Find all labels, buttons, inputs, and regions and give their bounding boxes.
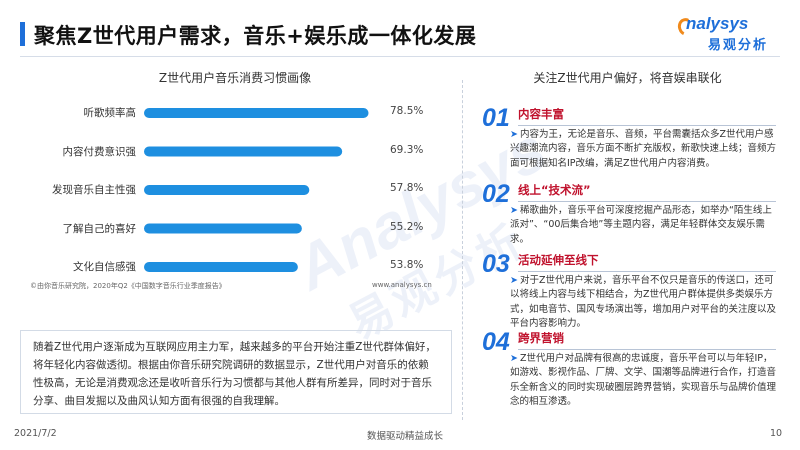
bar-2 xyxy=(144,146,343,157)
analysys-logo: nalysys 易观分析 xyxy=(675,14,788,54)
section-rule xyxy=(518,201,776,202)
section-number: 04 xyxy=(482,328,510,356)
section-number: 02 xyxy=(482,180,510,208)
logo-subtext: 易观分析 xyxy=(708,38,769,53)
section-body: ➤ 稀歌曲外，音乐平台可深度挖掘产品形态，如举办“陌生线上派对”、“00后集合地”… xyxy=(510,204,778,247)
value-label-4: 55.2% xyxy=(390,220,424,233)
value-label-1: 78.5% xyxy=(390,105,424,117)
right-column-title: 关注Z世代用户偏好，将音娱串联化 xyxy=(533,71,722,85)
section-heading: 跨界营销 xyxy=(518,331,564,345)
logo-text: nalysys xyxy=(686,14,749,33)
bar-chart-svg xyxy=(144,108,369,272)
bar-5 xyxy=(144,262,298,272)
page-title: 聚焦Z世代用户需求，音乐+娱乐成一体化发展 xyxy=(34,24,477,48)
value-label-2: 69.3% xyxy=(390,143,424,156)
summary-text: 随着Z世代用户逐渐成为互联网应用主力军，越来越多的平台开始注重Z世代群体偏好，将… xyxy=(33,341,436,407)
section-number: 03 xyxy=(482,250,510,278)
section-rule xyxy=(518,349,776,350)
chart-source: ©由你音乐研究院，2020年Q2《中国数字音乐行业季度报告》 xyxy=(30,282,226,290)
section-rule xyxy=(518,125,776,126)
section-body: ➤ 对于Z世代用户来说，音乐平台不仅只是音乐的传送口，还可以将线上内容与线下相结合… xyxy=(510,274,778,331)
bar-4 xyxy=(144,223,302,234)
summary-box: 随着Z世代用户逐渐成为互联网应用主力军，越来越多的平台开始注重Z世代群体偏好，将… xyxy=(20,330,452,414)
value-label-3: 57.8% xyxy=(390,182,424,194)
footer-date: 2021/7/2 xyxy=(14,428,57,439)
title-divider xyxy=(20,56,780,57)
category-label-5: 文化自信感强 xyxy=(73,261,136,273)
arrow-icon: ➤ xyxy=(510,129,518,140)
section-heading: 内容丰富 xyxy=(518,107,564,121)
page-number: 10 xyxy=(770,428,783,439)
value-label-5: 53.8% xyxy=(390,259,424,271)
footer-slogan: 数据驱动精益成长 xyxy=(366,431,443,442)
section-body: ➤ Z世代用户对品牌有很高的忠诚度，音乐平台可以与年轻IP，如游戏、影视作品、厂牌… xyxy=(510,352,778,409)
chart-site: www.analysys.cn xyxy=(372,281,432,289)
arrow-icon: ➤ xyxy=(510,353,518,364)
section-text: 稀歌曲外，音乐平台可深度挖掘产品形态，如举办“陌生线上派对”、“00后集合地”等… xyxy=(510,205,772,245)
bar-chart: 听歌频率高 78.5% 内容付费意识强 69.3% 发现音乐自主性强 57.8% 了解自己的… xyxy=(40,95,440,295)
category-label-4: 了解自己的喜好 xyxy=(62,222,137,235)
arrow-icon: ➤ xyxy=(510,205,518,216)
category-label-1: 听歌频率高 xyxy=(83,107,137,119)
section-text: Z世代用户对品牌有很高的忠诚度，音乐平台可以与年轻IP，如游戏、影视作品、厂牌、… xyxy=(510,353,777,407)
bar-1 xyxy=(144,108,369,118)
section-rule xyxy=(518,271,776,272)
section-number: 01 xyxy=(482,104,510,132)
section-body: ➤ 内容为王，无论是音乐、音频，平台需囊括众多Z世代用户感兴趣潮流内容，音乐方面不… xyxy=(510,128,778,171)
section-heading: 线上“技术流” xyxy=(518,183,591,197)
column-divider xyxy=(462,80,463,420)
arrow-icon: ➤ xyxy=(510,275,518,286)
section-text: 内容为王，无论是音乐、音频，平台需囊括众多Z世代用户感兴趣潮流内容，音乐方面不断… xyxy=(510,129,777,169)
chart-title: Z世代用户音乐消费习惯画像 xyxy=(158,71,312,85)
category-label-2: 内容付费意识强 xyxy=(62,145,137,158)
category-label-3: 发现音乐自主性强 xyxy=(52,184,136,196)
title-accent-bar xyxy=(20,22,25,46)
section-text: 对于Z世代用户来说，音乐平台不仅只是音乐的传送口，还可以将线上内容与线下相结合，… xyxy=(510,275,777,329)
section-heading: 活动延伸至线下 xyxy=(518,253,599,267)
bar-3 xyxy=(144,185,310,195)
